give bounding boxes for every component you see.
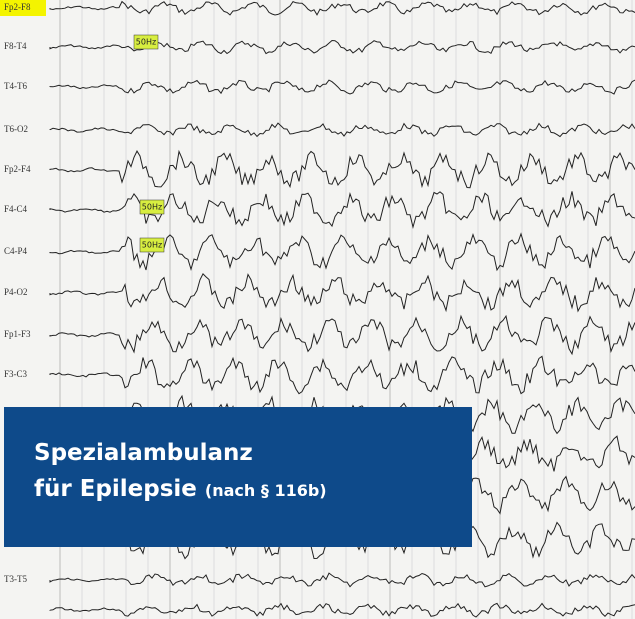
overlay-title: Spezialambulanz bbox=[34, 440, 253, 466]
channel-label: T3-T5 bbox=[4, 574, 27, 584]
overlay-note: (nach § 116b) bbox=[205, 481, 327, 500]
waveform bbox=[50, 316, 635, 354]
channel-label: F8-T4 bbox=[4, 41, 27, 51]
waveform bbox=[50, 123, 635, 137]
channel-label: Fp2-F8 bbox=[4, 2, 31, 12]
badge-label: 50Hz bbox=[142, 241, 162, 250]
channel-label: P4-O2 bbox=[4, 287, 28, 297]
channel-label: T4-T6 bbox=[4, 81, 27, 91]
waveform bbox=[50, 603, 635, 617]
waveform bbox=[50, 2, 635, 15]
waveform bbox=[50, 151, 635, 188]
channel-label: T6-O2 bbox=[4, 124, 28, 134]
channel-label: F4-C4 bbox=[4, 204, 28, 214]
channel-label: Fp1-F3 bbox=[4, 329, 31, 339]
overlay-line2: für Epilepsie bbox=[34, 476, 197, 502]
channel-label: Fp2-F4 bbox=[4, 164, 31, 174]
channel-label: C4-P4 bbox=[4, 246, 28, 256]
waveform bbox=[50, 234, 635, 270]
waveform bbox=[50, 191, 635, 227]
eeg-image: Fp2-F8 F8-T4 T4-T6 T6-O2 Fp2-F4 F4-C4 C4-P4 P4-… bbox=[0, 0, 635, 619]
channel-label: F3-C3 bbox=[4, 369, 28, 379]
badge-label: 50Hz bbox=[136, 38, 156, 47]
badge-label: 50Hz bbox=[142, 203, 162, 212]
waveform bbox=[50, 80, 635, 94]
waveform bbox=[50, 573, 635, 587]
waveform bbox=[50, 356, 635, 393]
waveform bbox=[50, 274, 635, 311]
